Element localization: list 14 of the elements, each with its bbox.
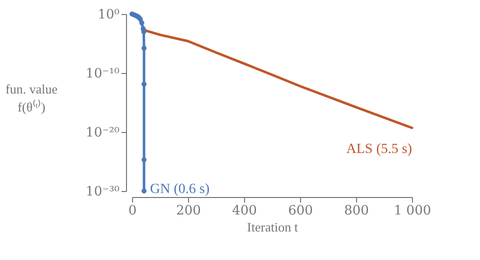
x-tick-label: 400: [232, 204, 257, 218]
series-label: ALS (5.5 s): [346, 142, 412, 157]
x-tick-label: 1 000: [394, 204, 432, 218]
x-axis-title: Iteration t: [247, 220, 298, 234]
y-tick-label: 10⁰: [98, 8, 120, 22]
y-tick-label: 10⁻¹⁰: [86, 66, 120, 82]
x-tick-label: 200: [176, 204, 201, 218]
series-label: GN (0.6 s): [150, 182, 210, 197]
y-axis-title: fun. value f(θ⁽ᵗ⁾): [6, 82, 58, 114]
x-tick-label: 800: [344, 204, 369, 218]
y-tick-label: 10⁻³⁰: [86, 184, 120, 200]
x-tick-label: 0: [128, 204, 137, 218]
x-tick-label: 600: [288, 204, 313, 218]
y-tick-label: 10⁻²⁰: [86, 126, 120, 140]
